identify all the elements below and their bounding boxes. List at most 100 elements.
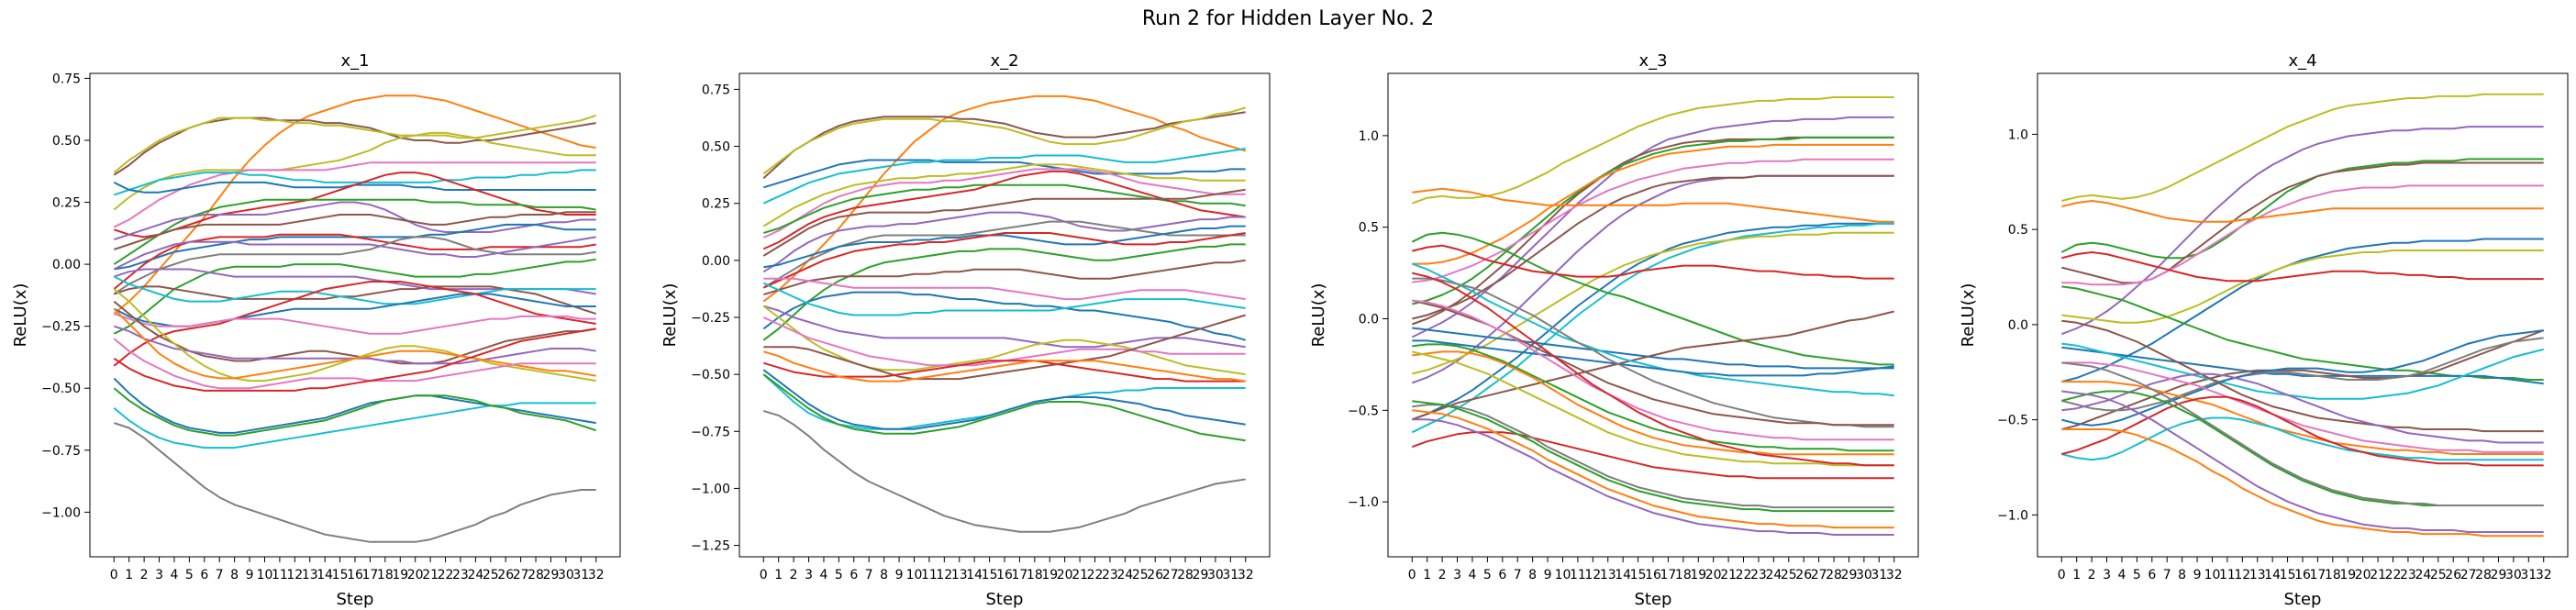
series-line-21: [1412, 343, 1894, 452]
x-tick-label: 2: [140, 568, 149, 582]
x-ticks-x4: 0 1 2 3 4 5 6 7 8 9 101112131415161718192021222324…: [2058, 557, 2552, 582]
y-tick-label: 0.5: [2008, 223, 2028, 238]
x-tick-label: 26: [1795, 568, 1812, 582]
x-axis-label-x1: Step: [337, 590, 374, 609]
x-tick-label: 26: [1147, 568, 1163, 582]
axes-frame-x2: [738, 72, 1271, 558]
x-tick-label: 29: [543, 568, 560, 582]
x-tick-label: 25: [2430, 568, 2447, 582]
series-line-28: [762, 373, 1246, 442]
x-tick-label: 22: [1736, 568, 1752, 582]
y-tick-label: 0.50: [702, 140, 730, 155]
series-line-19: [113, 275, 596, 305]
x-tick-label: 14: [316, 568, 333, 582]
series-line-16: [1411, 310, 1894, 421]
series-line-32: [113, 422, 596, 543]
x-tick-label: 3: [155, 568, 163, 582]
series-line-3: [2060, 158, 2544, 260]
x-tick-label: 24: [1765, 568, 1782, 582]
y-tick-label: 0.75: [702, 83, 730, 97]
series-line-27: [762, 369, 1246, 430]
series-line-13: [1411, 231, 1894, 366]
x-tick-label: 1: [125, 568, 133, 582]
y-tick-label: 0.00: [702, 254, 730, 269]
x-tick-label: 3: [1453, 568, 1461, 582]
y-ticks-x1: −1.00 −0.75 −0.50 −0.25 0.00 0.25 0.50 0.75: [41, 72, 90, 520]
x-tick-label: 21: [422, 568, 439, 582]
y-tick-label: 0.0: [1359, 312, 1379, 327]
x-axis-label-x4: Step: [2284, 590, 2322, 609]
series-line-13: [2061, 342, 2544, 400]
series-line-6: [2061, 200, 2544, 223]
series-line-16: [113, 258, 596, 335]
series-line-12: [1412, 231, 1894, 375]
figure-title: Run 2 for Hidden Layer No. 2: [1142, 7, 1434, 30]
x-tick-label: 16: [1645, 568, 1661, 582]
x-tick-label: 8: [2178, 568, 2186, 582]
series-line-23: [763, 314, 1246, 381]
y-tick-label: 0.25: [702, 197, 730, 212]
series-line-22: [1412, 299, 1894, 441]
series-line-23: [2061, 361, 2544, 506]
y-tick-label: 0.5: [1359, 221, 1379, 236]
x-tick-label: 7: [2163, 568, 2171, 582]
x-tick-label: 25: [1781, 568, 1797, 582]
series-line-21: [762, 305, 1246, 376]
x-tick-label: 31: [1222, 568, 1238, 582]
x-tick-label: 14: [1615, 568, 1631, 582]
x-tick-label: 12: [286, 568, 303, 582]
series-line-29: [113, 402, 596, 449]
series-line-20: [2061, 416, 2544, 461]
series-line-4: [113, 131, 596, 211]
series-line-28: [113, 327, 596, 392]
x-tick-label: 4: [2117, 568, 2126, 582]
x-tick-label: 28: [1177, 568, 1194, 582]
x-tick-label: 28: [1826, 568, 1842, 582]
series-line-5: [113, 161, 596, 228]
y-ticks-x4: −1.0 −0.5 0.0 0.5 1.0: [1997, 128, 2037, 523]
series-line-14: [1412, 244, 1894, 280]
subplot-title-x4: x_4: [2288, 51, 2316, 71]
x-tick-label: 30: [2505, 568, 2522, 582]
subplot-title-x1: x_1: [340, 51, 369, 71]
x-tick-label: 13: [951, 568, 968, 582]
x-tick-label: 10: [257, 568, 273, 582]
series-line-4: [1412, 136, 1894, 305]
x-tick-label: 20: [1705, 568, 1722, 582]
x-tick-label: 10: [906, 568, 923, 582]
x-tick-label: 3: [2103, 568, 2111, 582]
series-line-2: [762, 111, 1246, 180]
y-axis-label-x2: ReLU(x): [661, 283, 680, 348]
series-line-30: [113, 377, 596, 434]
series-line-26: [1411, 431, 1894, 480]
y-tick-label: 0.25: [52, 196, 81, 211]
x-tick-label: 24: [1116, 568, 1133, 582]
x-tick-label: 12: [2234, 568, 2250, 582]
x-tick-label: 8: [230, 568, 239, 582]
x-tick-label: 0: [760, 568, 768, 582]
x-tick-label: 18: [377, 568, 394, 582]
x-tick-label: 21: [1720, 568, 1737, 582]
series-line-19: [762, 282, 1246, 316]
x-tick-label: 5: [2133, 568, 2141, 582]
series-line-15: [762, 243, 1246, 341]
x-tick-label: 9: [2193, 568, 2202, 582]
x-tick-label: 4: [819, 568, 827, 582]
x-tick-label: 4: [1468, 568, 1476, 582]
y-tick-label: −0.75: [41, 444, 81, 459]
x-tick-label: 27: [513, 568, 529, 582]
series-line-14: [2061, 337, 2544, 412]
series-line-1: [762, 94, 1246, 303]
x-tick-label: 15: [1630, 568, 1647, 582]
x-tick-label: 1: [2072, 568, 2081, 582]
series-line-18: [762, 291, 1246, 341]
x-tick-label: 6: [1498, 568, 1506, 582]
axes-frame-x1: [89, 72, 621, 558]
x-tick-label: 31: [572, 568, 589, 582]
x-tick-label: 0: [1408, 568, 1416, 582]
y-tick-label: 1.0: [1359, 129, 1379, 144]
x-tick-label: 28: [527, 568, 544, 582]
x-tick-label: 15: [982, 568, 998, 582]
